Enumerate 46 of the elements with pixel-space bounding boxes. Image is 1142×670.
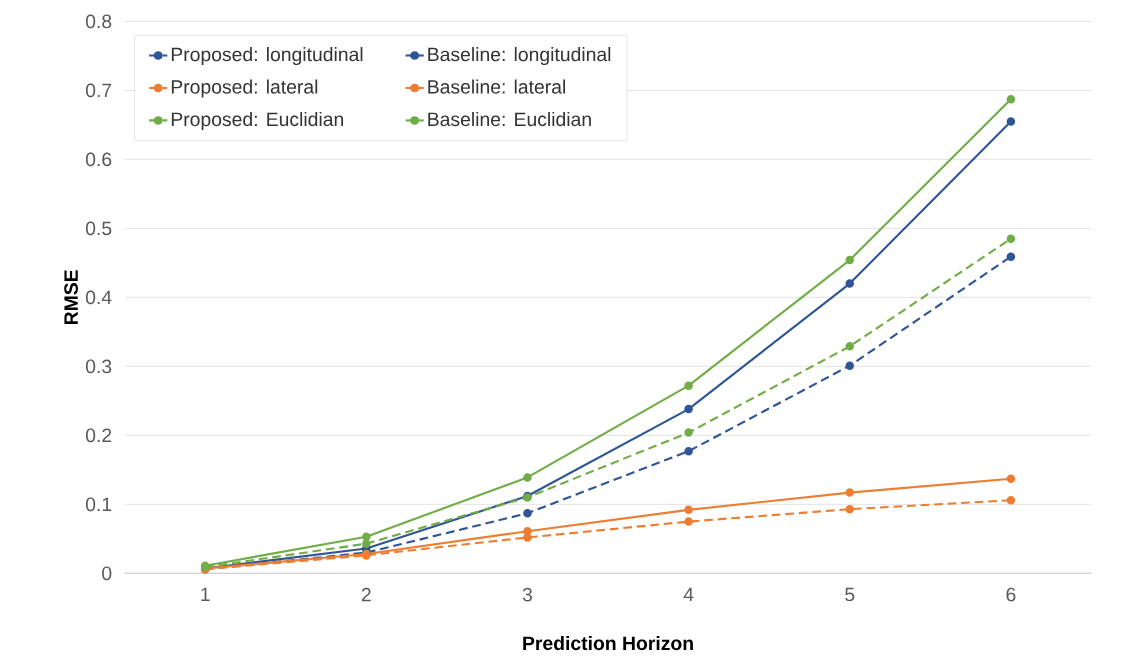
point bbox=[1006, 252, 1016, 261]
y-tick-label: 0.4 bbox=[85, 290, 112, 304]
point bbox=[684, 517, 693, 526]
y-tick-label: 0.8 bbox=[85, 14, 112, 28]
x-tick-label: 6 bbox=[1006, 587, 1016, 602]
point bbox=[684, 381, 693, 390]
point bbox=[362, 532, 371, 541]
point bbox=[684, 404, 693, 414]
point bbox=[1006, 495, 1016, 505]
legend-label: Baseline: Euclidian bbox=[428, 111, 591, 126]
x-tick-label: 4 bbox=[683, 587, 694, 601]
y-tick-label: 0.2 bbox=[85, 428, 112, 442]
y-tick-label: 0.6 bbox=[85, 152, 112, 166]
x-tick-label: 5 bbox=[845, 587, 855, 601]
point bbox=[523, 472, 532, 482]
y-tick-label: 0.1 bbox=[85, 497, 112, 511]
x-tick-label: 1 bbox=[201, 587, 210, 601]
legend-label: Baseline: longitudinal bbox=[428, 46, 611, 65]
point bbox=[362, 539, 371, 548]
y-tick-label: 0.5 bbox=[85, 221, 112, 235]
legend-label: Proposed: longitudinal bbox=[171, 46, 363, 65]
y-tick-label: 0 bbox=[102, 566, 112, 580]
point bbox=[523, 526, 532, 536]
point bbox=[1006, 474, 1016, 483]
point bbox=[1006, 116, 1016, 126]
y-axis-title: RMSE bbox=[64, 269, 78, 324]
point bbox=[845, 361, 855, 370]
x-tick-label: 2 bbox=[361, 587, 371, 602]
x-tick-label: 3 bbox=[522, 587, 532, 602]
point bbox=[845, 255, 855, 265]
point bbox=[845, 488, 855, 497]
point bbox=[845, 279, 855, 288]
point bbox=[1006, 234, 1016, 243]
point bbox=[684, 428, 693, 437]
legend-label: Baseline: lateral bbox=[428, 79, 565, 94]
point bbox=[845, 504, 855, 514]
point bbox=[845, 341, 855, 351]
point bbox=[1006, 94, 1016, 104]
point bbox=[684, 505, 693, 514]
legend-label: Proposed: lateral bbox=[171, 79, 318, 98]
y-tick-label: 0.7 bbox=[85, 83, 112, 97]
point bbox=[523, 508, 532, 518]
x-axis-title: Prediction Horizon bbox=[523, 635, 693, 650]
legend-label: Proposed: Euclidian bbox=[171, 111, 344, 130]
point bbox=[684, 446, 693, 456]
y-tick-label: 0.3 bbox=[85, 359, 112, 373]
